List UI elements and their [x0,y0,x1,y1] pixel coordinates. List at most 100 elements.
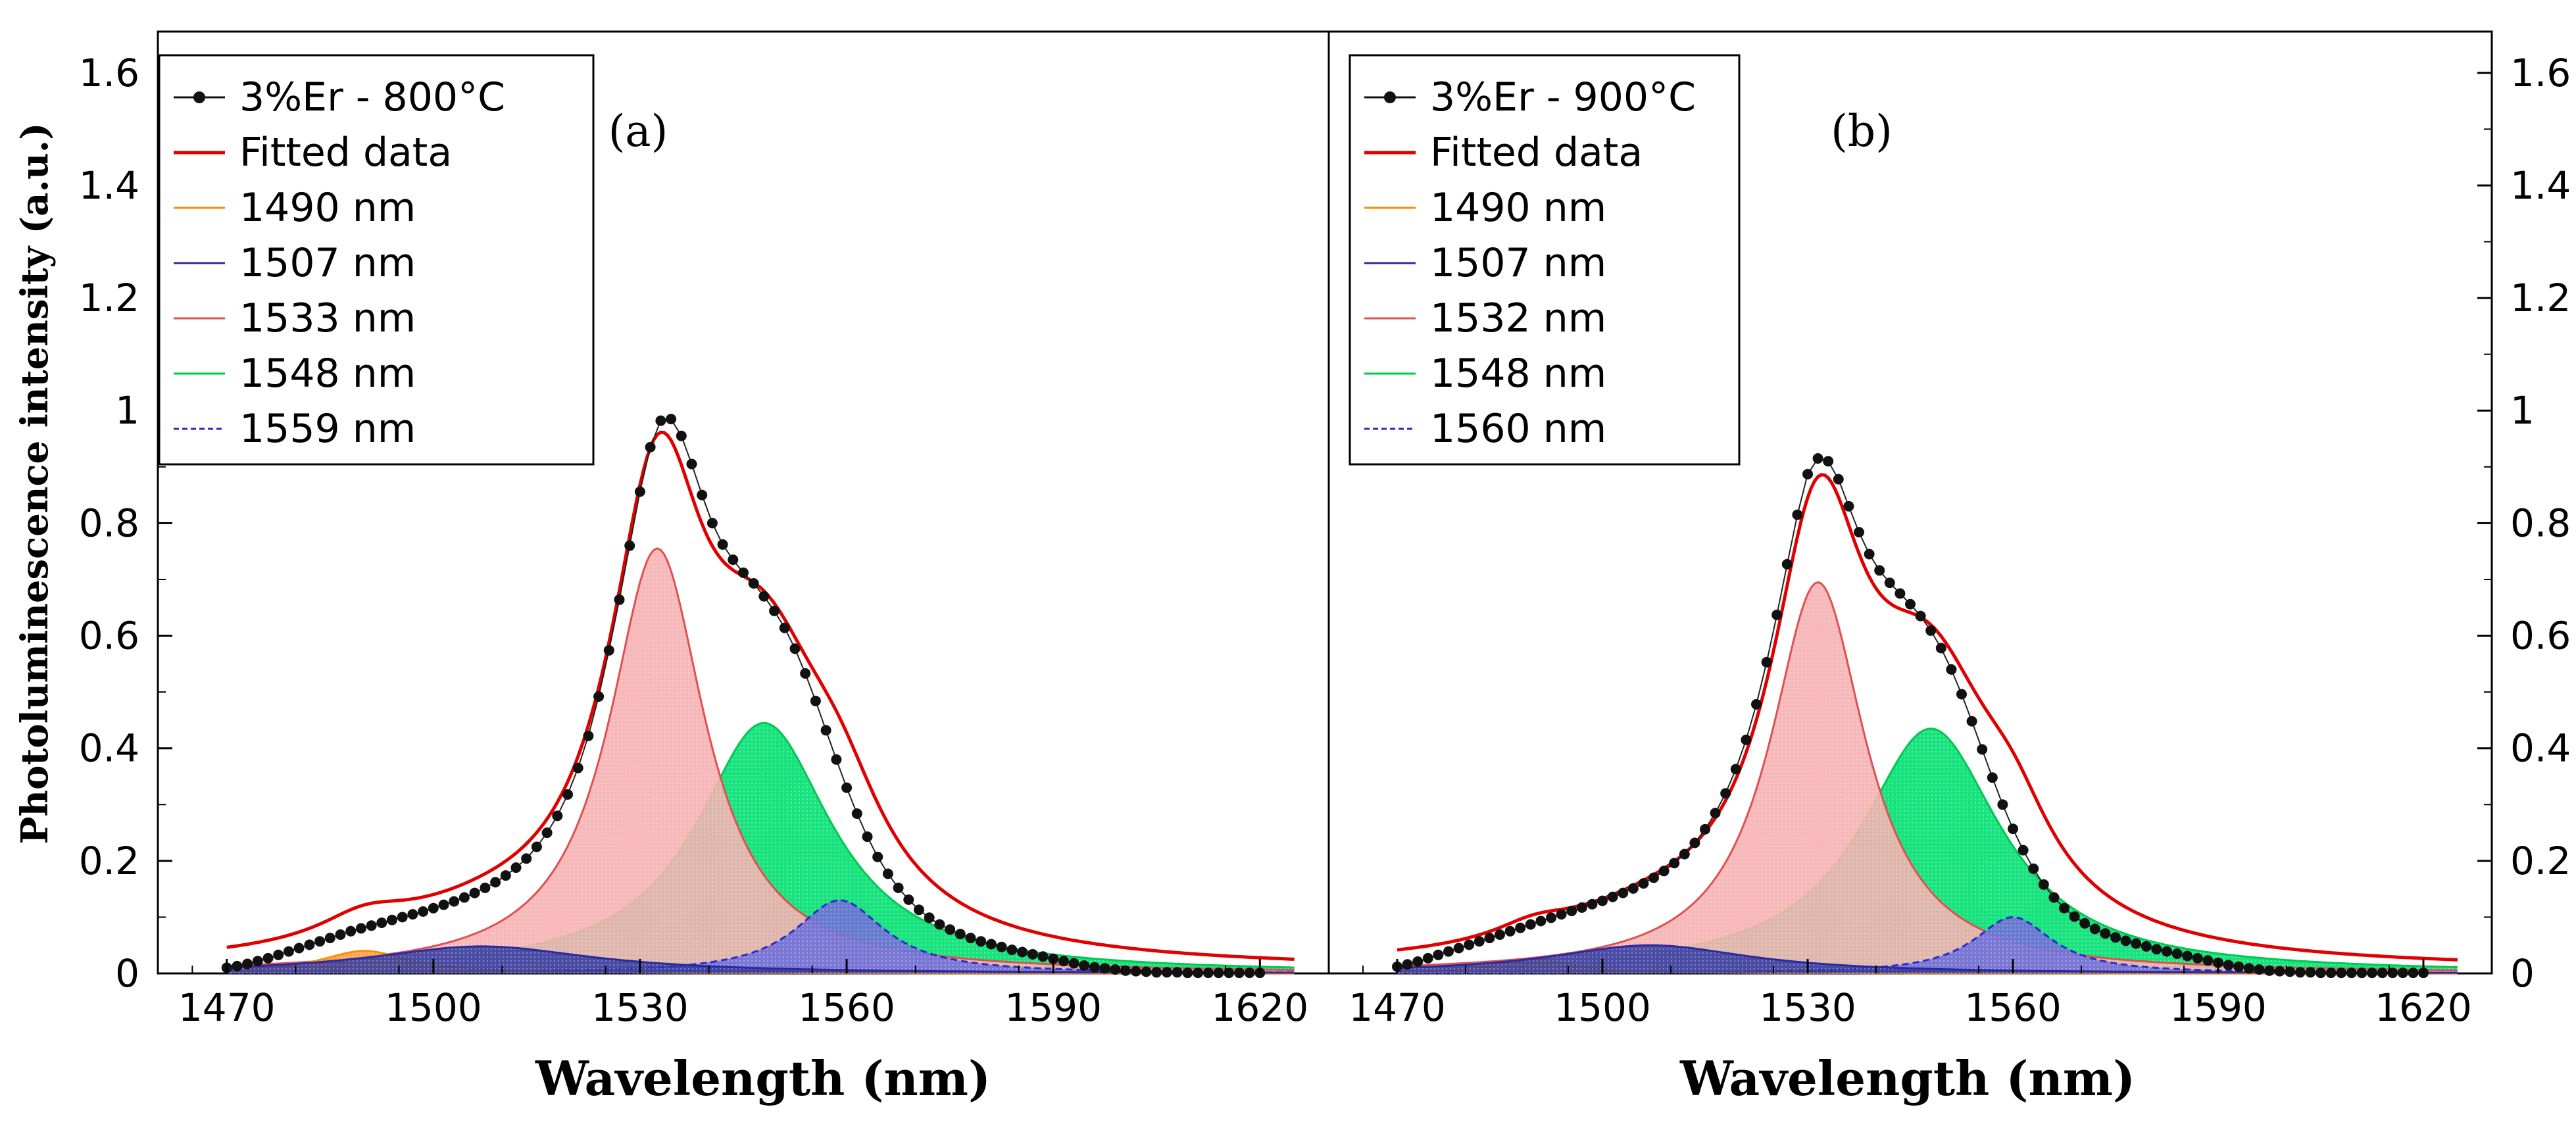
panel-a-measured-point [676,430,687,441]
panel-a-measured-point [1079,960,1090,971]
panel-a-measured-point [1202,968,1214,979]
panel-b-measured-point [1689,837,1700,848]
panel-b-measured-point [1576,902,1587,913]
panel-b-legend-box [1349,54,1741,466]
panel-a-measured-point [469,887,480,898]
panel-a-measured-point [500,870,511,881]
panel-b-y-tick-label: 0.4 [2510,726,2571,771]
panel-a-measured-point [572,762,583,773]
panel-b-measured-point [1556,909,1567,920]
panel-a-measured-point [273,949,284,960]
panel-a-measured-point [914,904,924,916]
panel-b-legend-swatch-marker [1384,91,1396,103]
panel-b-measured-point [2387,968,2398,979]
panel-a-measured-point [686,458,697,470]
panel-a-legend-swatch-marker [193,91,205,103]
panel-b-measured-point [2089,923,2100,935]
panel-a-measured-point [769,605,780,616]
panel-b-measured-point [1669,858,1680,869]
panel-b-x-tick-label: 1530 [1759,985,1856,1030]
panel-b-measured-point [1905,599,1916,610]
panel-b-legend-item-3-er-900-c: 3%Er - 900°C [1364,74,1696,120]
panel-a-measured-point [583,730,594,741]
panel-a-component-1559-nm-texture [226,900,1295,973]
panel-b-legend-item-1507-nm: 1507 nm [1364,240,1606,286]
panel-a-y-tick-label: 1.4 [79,163,139,208]
panel-b-measured-point [1648,872,1659,883]
panel-a-measured-point [820,725,831,736]
panel-a-measured-point [903,894,914,905]
panel-b-legend-label: 1507 nm [1430,240,1606,286]
panel-a-measured-point [1172,967,1183,978]
panel-b-y-tick-label: 0.2 [2510,839,2571,883]
panel-a-measured-point [1099,963,1110,974]
panel-a-measured-point [924,912,935,923]
panel-a-measured-point [645,441,656,453]
panel-b-measured-point [1864,549,1875,560]
panel-b-measured-point [2162,946,2172,957]
panel-a-x-tick-label: 1470 [178,985,276,1030]
panel-b-measured-point [1987,772,1998,783]
panel-a-measured-point [634,486,645,497]
panel-a-measured-point [666,414,677,425]
panel-b-measured-point [2192,952,2203,964]
panel-a-measured-point [697,489,708,501]
panel-a-measured-point [996,941,1007,952]
panel-b-legend-label: 1532 nm [1430,295,1606,341]
panel-b-y-tick-label: 0.6 [2510,614,2571,658]
panel-a-x-tick-label: 1620 [1211,985,1308,1030]
panel-b-measured-point [1566,906,1577,916]
panel-b-measured-point [1700,823,1710,835]
panel-b-measured-point [1874,565,1885,576]
panel-a-component-1507-nm-texture [226,946,1295,973]
panel-a-measured-point [954,929,966,940]
panel-b-measured-point [2008,823,2018,835]
panel-a-measured-point [1048,953,1059,964]
panel-a-measured-point [882,868,893,879]
panel-a-legend-item-1559-nm: 1559 nm [174,406,416,452]
panel-b-measured-point [2223,960,2234,971]
panel-a-measured-point [862,831,873,843]
panel-a-legend-item-1507-nm: 1507 nm [174,240,416,286]
panel-b-measured-point [2397,968,2408,979]
panel-b-x-ticks: 1470 1500 1530 1560 1590 1620 [1349,959,2472,1030]
panel-a-measured-point [562,789,573,800]
panel-b-x-tick-label: 1620 [2375,985,2472,1030]
panel-a-y-tick-label: 1 [115,388,139,433]
panel-a-y-tick-label: 0.6 [79,614,139,658]
panel-a-measured-point [1089,962,1100,973]
panel-a-legend-item-3-er-800-c: 3%Er - 800°C [174,74,505,120]
panel-a-measured-point [531,841,542,852]
panel-a-measured-point [1006,944,1018,956]
panel-b-measured-point [2131,938,2142,949]
panel-b-measured-point [1771,609,1783,620]
panel-b-measured-point [1710,808,1721,819]
panel-a-measured-point [1182,968,1193,979]
panel-b-measured-point [1812,453,1823,464]
panel-b-measured-point [2336,968,2347,979]
panel-a-measured-point [758,591,770,602]
panel-a-measured-point [387,914,397,925]
panel-a-plot [221,414,1295,979]
panel-b-measured-point [2110,932,2121,943]
panel-b-measured-point [1833,474,1844,485]
panel-a-legend-item-fitted-data: Fitted data [174,130,452,176]
panel-a-measured-point [449,896,460,907]
panel-b-legend-item-1548-nm: 1548 nm [1364,351,1606,397]
panel-b-measured-point [2100,928,2111,939]
panel-b-legend-label: Fitted data [1430,130,1643,176]
panel-a-measured-point [480,882,491,893]
panel-a-measured-point [893,882,904,893]
panel-a-measured-point [624,540,635,551]
panel-a-legend-label: 1507 nm [239,240,416,286]
panel-b-y-tick-label: 0.8 [2510,501,2571,545]
panel-a-measured-point [851,808,862,819]
panel-a-component-1533-nm-texture [226,548,1295,973]
panel-a-measured-point [407,909,418,920]
panel-a-fitted-line [226,430,1295,961]
panel-b-y-tick-label: 1 [2510,388,2535,433]
panel-a-measured-point [810,695,821,706]
panel-b-legend: 3%Er - 900°C Fitted data 1490 nm 1507 nm 153… [1349,54,1741,466]
panel-a-measured-point [1110,964,1121,975]
panel-a-measured-point [428,902,439,914]
